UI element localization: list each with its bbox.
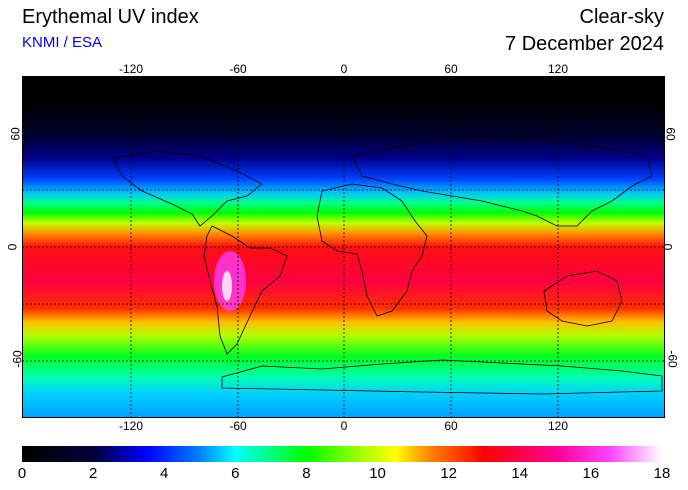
- lat-tick-left: 60: [8, 127, 23, 141]
- australia-outline: [543, 270, 623, 327]
- lon-tick-top: -120: [118, 62, 144, 76]
- africa-outline: [316, 183, 428, 317]
- eurasia-outline: [351, 135, 653, 227]
- lat-tick-left: 0: [5, 243, 20, 251]
- colorbar-tick-label: 8: [302, 465, 311, 482]
- graticule: [22, 76, 665, 418]
- map-title: Erythemal UV index: [22, 6, 199, 28]
- uv-index-map: [22, 76, 665, 418]
- lon-tick-bottom: 60: [444, 419, 458, 433]
- lon-tick-top: 60: [444, 62, 458, 76]
- colorbar-tick-label: 0: [17, 465, 27, 482]
- colorbar-tick-label: 16: [582, 465, 600, 482]
- north-america-outline: [111, 150, 263, 227]
- colorbar-tick-label: 14: [511, 465, 529, 482]
- lat-tick-right: -60: [665, 350, 680, 368]
- colorbar-tick-label: 12: [440, 465, 457, 482]
- coastlines: [111, 135, 663, 395]
- lon-tick-bottom: 0: [340, 419, 348, 433]
- colorbar-tick-label: 10: [369, 465, 386, 482]
- lon-tick-bottom: -120: [118, 419, 144, 433]
- colorbar: [22, 446, 662, 462]
- colorbar-tick-label: 18: [653, 465, 671, 482]
- colorbar-tick-label: 6: [231, 465, 240, 482]
- lon-tick-bottom: 120: [547, 419, 569, 433]
- colorbar-tick-label: 2: [88, 465, 98, 482]
- lon-tick-top: -60: [229, 62, 247, 76]
- lon-tick-top: 120: [547, 62, 569, 76]
- lat-tick-right: 60: [663, 127, 678, 141]
- lon-tick-bottom: -60: [229, 419, 247, 433]
- map-frame: [22, 76, 665, 418]
- colorbar-gradient: [22, 446, 662, 462]
- credit-label: KNMI / ESA: [22, 34, 103, 51]
- andes-peak: [222, 271, 232, 301]
- south-america-outline: [203, 225, 288, 355]
- colorbar-tick-label: 4: [160, 465, 169, 482]
- product-label: Clear-sky: [579, 6, 664, 28]
- date-label: 7 December 2024: [505, 33, 664, 55]
- lon-tick-top: 0: [340, 62, 348, 76]
- antarctica-outline: [221, 359, 663, 395]
